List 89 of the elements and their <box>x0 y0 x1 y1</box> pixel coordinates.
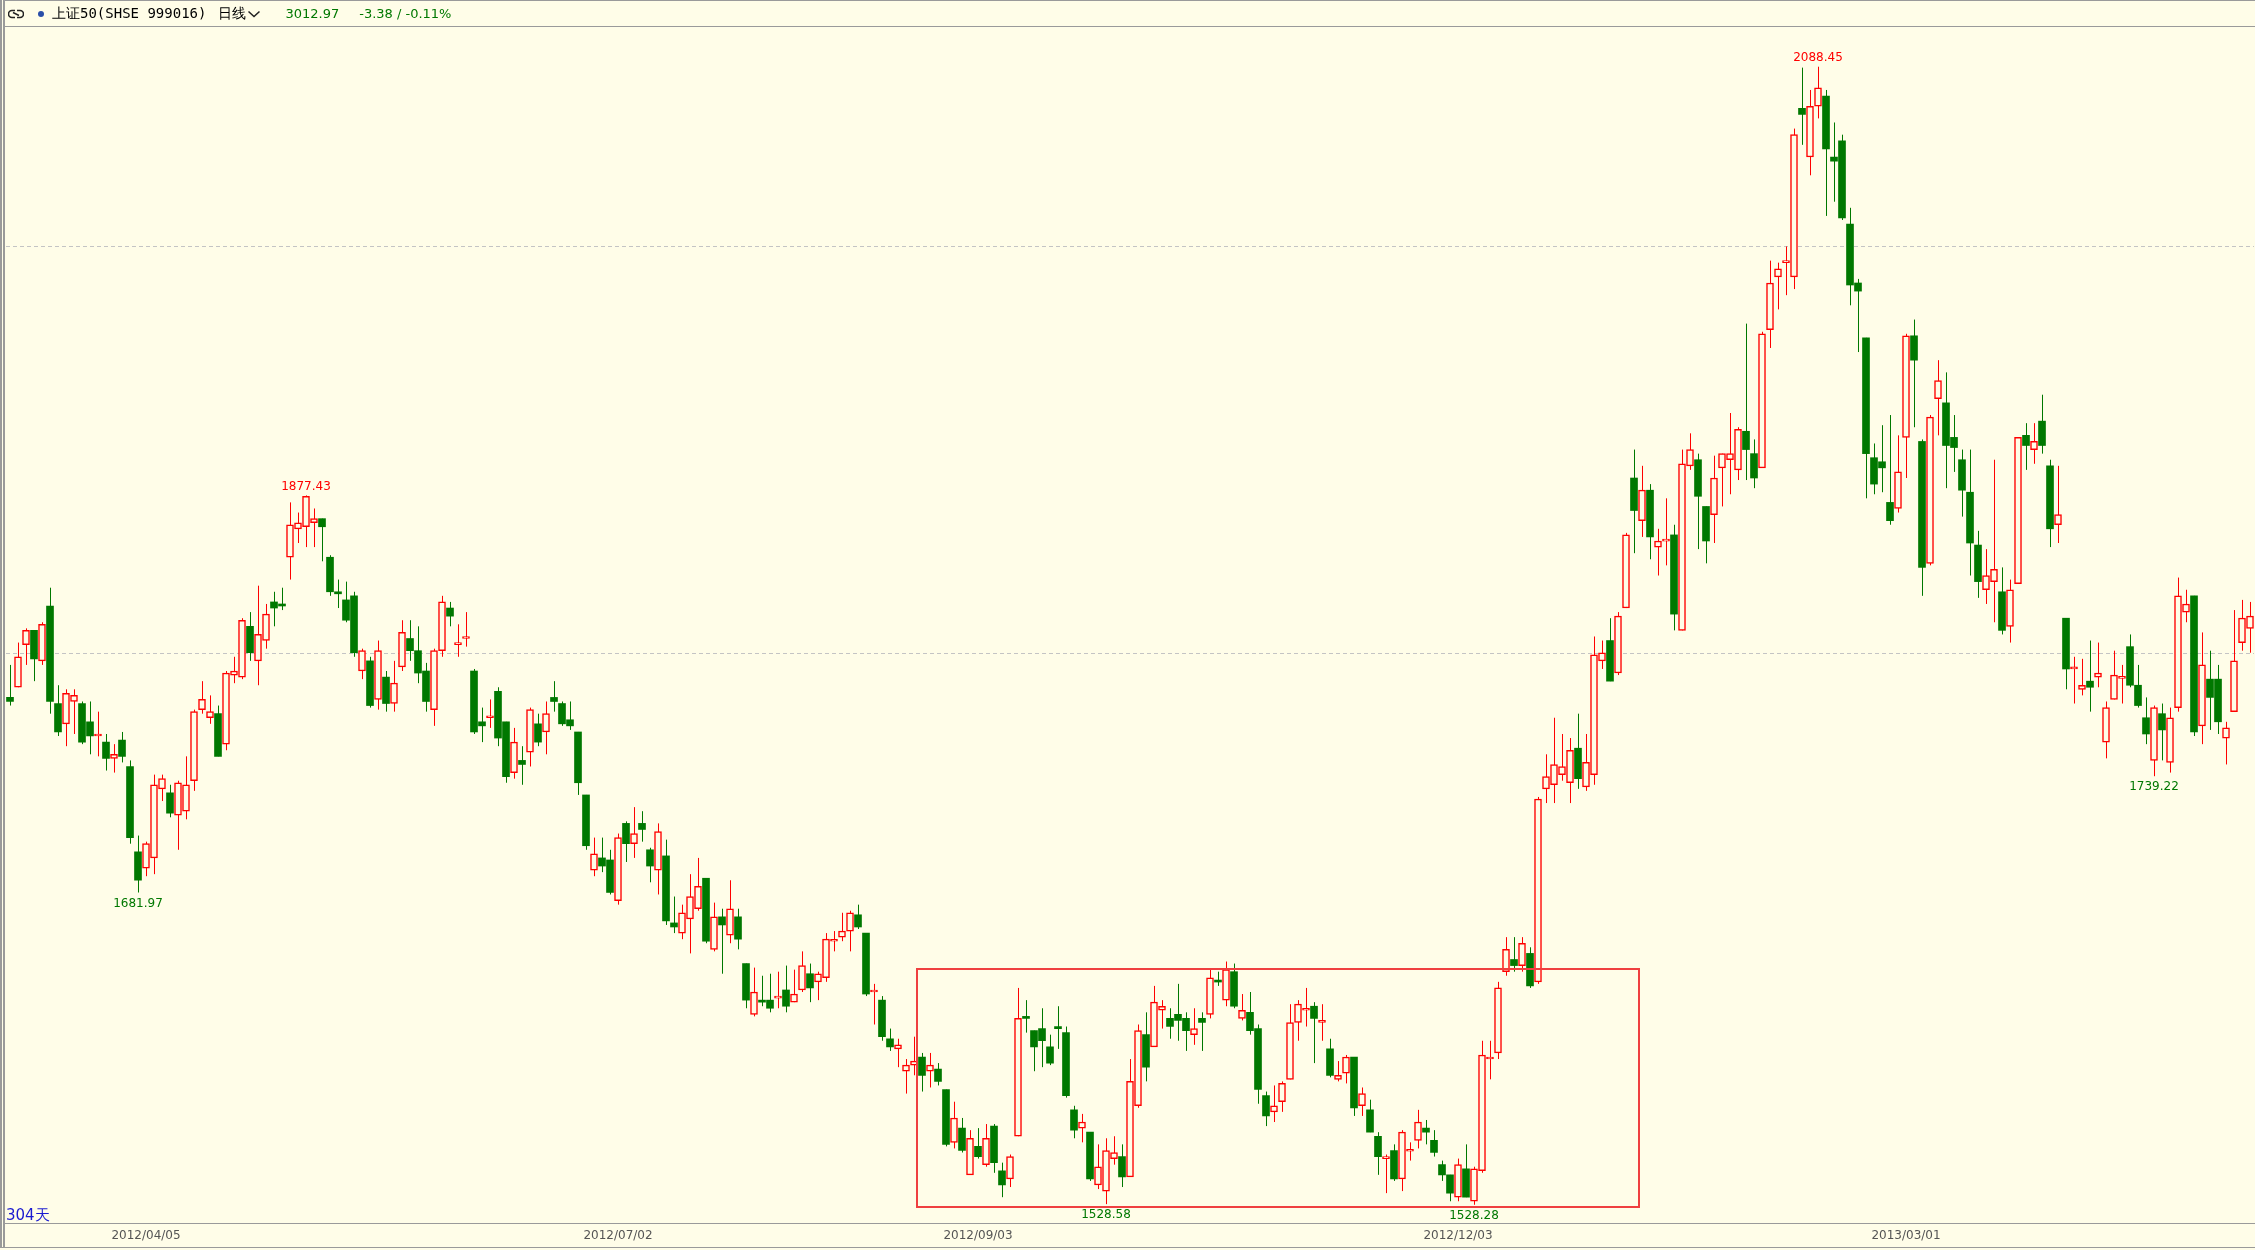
candlestick <box>1334 1060 1342 1082</box>
candlestick <box>1654 528 1662 577</box>
annotation: 1877.43 <box>281 478 331 493</box>
annotation: 1739.22 <box>2129 779 2179 794</box>
candlestick <box>1158 999 1166 1030</box>
candlestick <box>1054 1005 1062 1050</box>
x-tick-label: 2012/09/03 <box>943 1227 1013 1242</box>
candlestick <box>2094 642 2102 688</box>
candlestick <box>1886 414 1894 526</box>
candlestick <box>102 733 110 772</box>
candlestick <box>534 713 542 747</box>
candlestick <box>1422 1119 1430 1145</box>
candlestick <box>1302 987 1310 1028</box>
candlestick <box>1510 936 1518 973</box>
candlestick <box>1438 1160 1446 1182</box>
candlestick <box>926 1052 934 1088</box>
annotation: 1681.97 <box>113 895 163 910</box>
text: -3.38 / -0.11% <box>359 6 452 21</box>
candlestick <box>1430 1129 1438 1158</box>
candlestick <box>1446 1174 1454 1202</box>
candlestick <box>1022 999 1030 1034</box>
candlestick <box>2142 696 2150 745</box>
candlestick <box>550 680 558 713</box>
x-tick-label: 2012/07/02 <box>583 1227 653 1242</box>
candlestick <box>1406 1141 1414 1162</box>
candlestick <box>310 507 318 548</box>
candlestick <box>454 623 462 658</box>
candlestick <box>1782 245 1790 296</box>
candlestick <box>886 1028 894 1052</box>
candlestick <box>974 1127 982 1160</box>
candlestick <box>462 611 470 648</box>
candlestick <box>1374 1131 1382 1176</box>
candlestick <box>230 656 238 684</box>
candlestick <box>486 698 494 729</box>
x-tick-label: 2013/03/01 <box>1871 1227 1941 1242</box>
candlestick <box>1382 1154 1390 1194</box>
candlestick <box>518 745 526 786</box>
candlestick <box>830 930 838 952</box>
x-tick-label: 2012/12/03 <box>1423 1227 1493 1242</box>
candlestick <box>2078 658 2086 696</box>
candlestick <box>902 1058 910 1095</box>
candlestick <box>6 664 14 707</box>
candlestick <box>918 1052 926 1093</box>
text: 3012.97 <box>285 6 340 21</box>
candlestick <box>1070 1105 1078 1139</box>
annotation: 1528.28 <box>1449 1207 1499 1222</box>
candlestick <box>958 1117 966 1153</box>
candlestick <box>294 512 302 544</box>
candlestick <box>934 1062 942 1086</box>
candlestick <box>1046 1034 1054 1066</box>
candlestick <box>1118 1143 1126 1188</box>
candlestick <box>734 908 742 950</box>
candlestick <box>806 963 814 1003</box>
annotation: 304天 <box>6 1206 50 1224</box>
candlestick <box>1310 1001 1318 1064</box>
candlestick <box>622 820 630 863</box>
candlestick <box>118 731 126 763</box>
candlestick <box>718 908 726 975</box>
candlestick <box>1078 1113 1086 1143</box>
candlestick <box>838 912 846 942</box>
candlestick <box>646 847 654 883</box>
candlestick <box>110 743 118 774</box>
candlestick <box>2086 640 2094 713</box>
candlestick <box>1662 497 1670 566</box>
candlestick <box>998 1162 1006 1198</box>
candlestick <box>1262 1091 1270 1127</box>
candlestick <box>1198 1011 1206 1052</box>
candlestick <box>446 601 454 627</box>
candlestick <box>1270 1084 1278 1123</box>
candlestick <box>2118 664 2126 705</box>
candlestick <box>1366 1099 1374 1133</box>
candlestick <box>894 1038 902 1068</box>
candlestick <box>1798 67 1806 146</box>
candlestick <box>638 810 646 843</box>
candlestick <box>318 518 326 562</box>
candlestick <box>1318 1003 1326 1042</box>
chart-subtitle: 日线 <box>218 4 247 23</box>
candlestick <box>1742 323 1750 481</box>
candlestick <box>206 694 214 725</box>
chart-title: 上证50(SHSE 999016) <box>52 4 207 23</box>
annotation: 2088.45 <box>1793 49 1843 64</box>
x-tick-label: 2012/04/05 <box>111 1227 181 1242</box>
candlestick <box>2158 703 2166 761</box>
candlestick <box>782 965 790 1013</box>
candlestick <box>1726 412 1734 495</box>
annotation: 1528.58 <box>1081 1207 1131 1222</box>
candlestick <box>2022 422 2030 471</box>
candlestick <box>854 904 862 930</box>
candlestick <box>166 784 174 818</box>
